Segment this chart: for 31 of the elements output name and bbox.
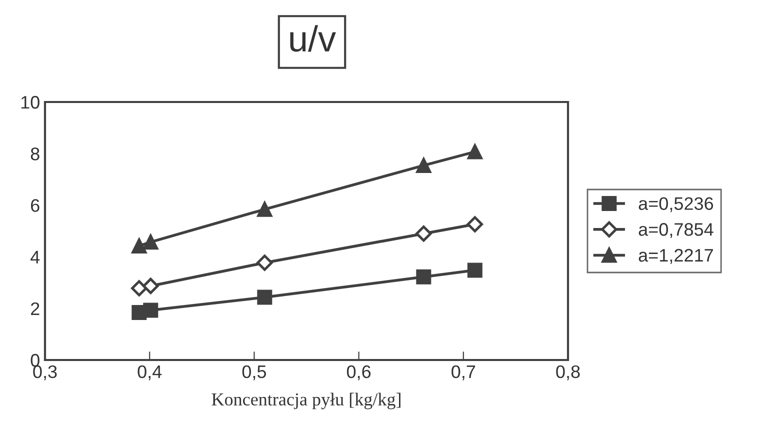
point xyxy=(143,302,158,318)
x-tick-label: 0,3 xyxy=(33,365,57,380)
y-tick-label: 4 xyxy=(30,250,40,264)
x-axis-title: Koncentracja pyłu [kg/kg] xyxy=(212,392,400,410)
x-tick-label: 0,4 xyxy=(138,365,162,380)
y-tick-label: 2 xyxy=(31,302,40,315)
x-tick-label: 0,8 xyxy=(556,365,580,380)
point xyxy=(467,144,482,160)
legend-label: a=0,7854 xyxy=(638,223,714,238)
point xyxy=(143,234,158,250)
x-tick-label: 0,5 xyxy=(242,365,266,380)
legend-label: a=1,2217 xyxy=(638,248,713,264)
point xyxy=(467,262,482,278)
point xyxy=(466,216,484,232)
y-tick-label: 10 xyxy=(21,96,40,109)
chart-title: u/v xyxy=(290,25,336,52)
legend-label: a=0,5236 xyxy=(638,197,714,212)
point xyxy=(256,254,273,271)
x-tick-label: 0,6 xyxy=(346,365,371,380)
point xyxy=(257,202,272,217)
point xyxy=(257,290,272,305)
point xyxy=(132,238,147,254)
point xyxy=(416,269,432,284)
x-tick-label: 0,7 xyxy=(452,365,476,380)
point xyxy=(416,225,432,242)
y-tick-label: 8 xyxy=(30,148,40,160)
point xyxy=(142,278,159,294)
point xyxy=(416,158,432,173)
point xyxy=(131,280,148,296)
y-tick-label: 0 xyxy=(30,354,40,367)
y-tick-label: 6 xyxy=(31,199,40,212)
